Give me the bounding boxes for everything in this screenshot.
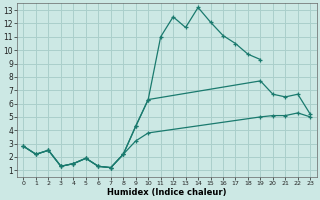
X-axis label: Humidex (Indice chaleur): Humidex (Indice chaleur) xyxy=(107,188,227,197)
